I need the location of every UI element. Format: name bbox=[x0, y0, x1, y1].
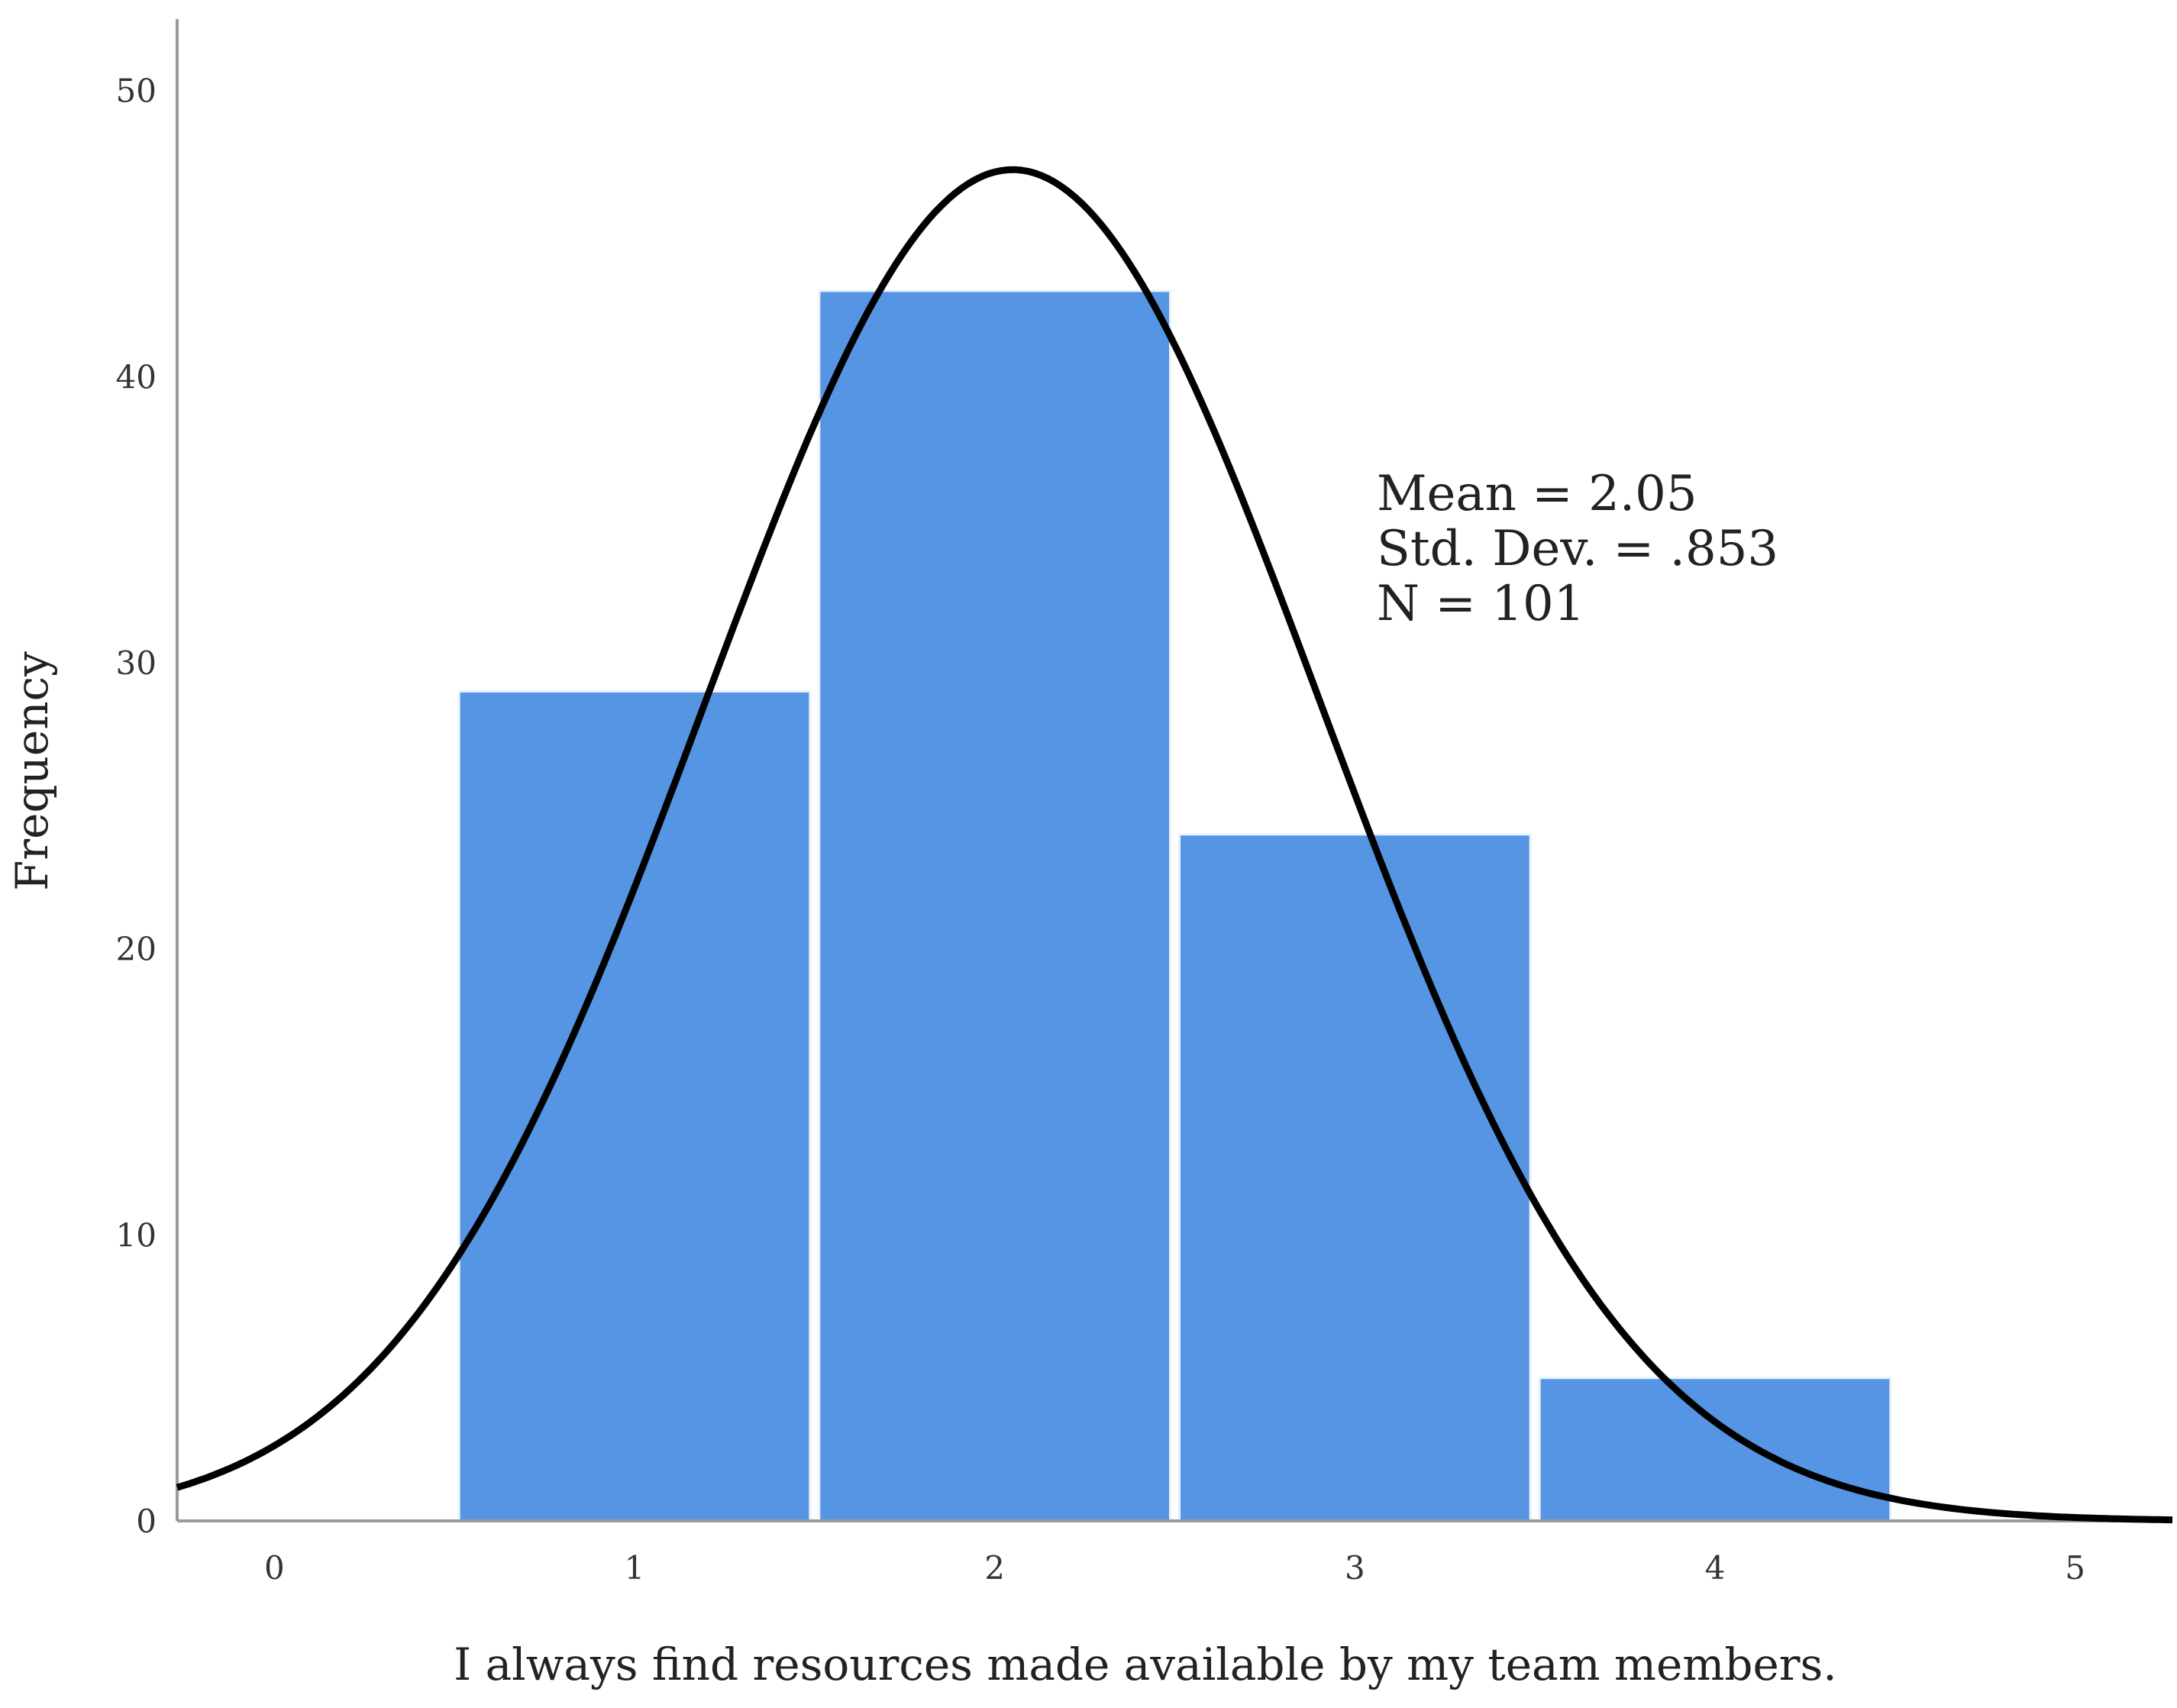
axes bbox=[176, 19, 2172, 1522]
bars bbox=[457, 289, 1892, 1522]
stats-annotation: Mean = 2.05 Std. Dev. = .853 N = 101 bbox=[1377, 466, 1778, 632]
y-tick-label: 50 bbox=[116, 73, 157, 110]
histogram-bar-2 bbox=[818, 289, 1171, 1522]
x-tick-label: 2 bbox=[984, 1549, 1005, 1587]
histogram-bar-4 bbox=[1538, 1377, 1892, 1522]
y-tick-label: 10 bbox=[116, 1216, 157, 1254]
x-tick-label: 3 bbox=[1345, 1549, 1365, 1587]
stats-mean: Mean = 2.05 bbox=[1377, 466, 1697, 522]
histogram-bar-3 bbox=[1178, 833, 1532, 1522]
y-ticks: 0 10 20 30 40 50 bbox=[116, 73, 157, 1540]
x-tick-label: 4 bbox=[1705, 1549, 1726, 1587]
normal-curve bbox=[176, 166, 2173, 1524]
y-axis-title: Frequency bbox=[6, 651, 58, 891]
x-tick-label: 5 bbox=[2065, 1549, 2085, 1587]
x-ticks: 0 1 2 3 4 5 bbox=[264, 1549, 2085, 1587]
y-tick-label: 40 bbox=[116, 358, 157, 396]
histogram-bar-1 bbox=[457, 689, 812, 1522]
x-tick-label: 1 bbox=[625, 1549, 645, 1587]
y-tick-label: 0 bbox=[136, 1503, 157, 1540]
y-tick-label: 20 bbox=[116, 931, 157, 968]
x-axis-title: I always find resources made available b… bbox=[454, 1639, 1836, 1690]
stats-std-dev: Std. Dev. = .853 bbox=[1377, 521, 1778, 577]
stats-n: N = 101 bbox=[1377, 576, 1584, 632]
y-tick-label: 30 bbox=[116, 644, 157, 682]
x-tick-label: 0 bbox=[264, 1549, 285, 1587]
